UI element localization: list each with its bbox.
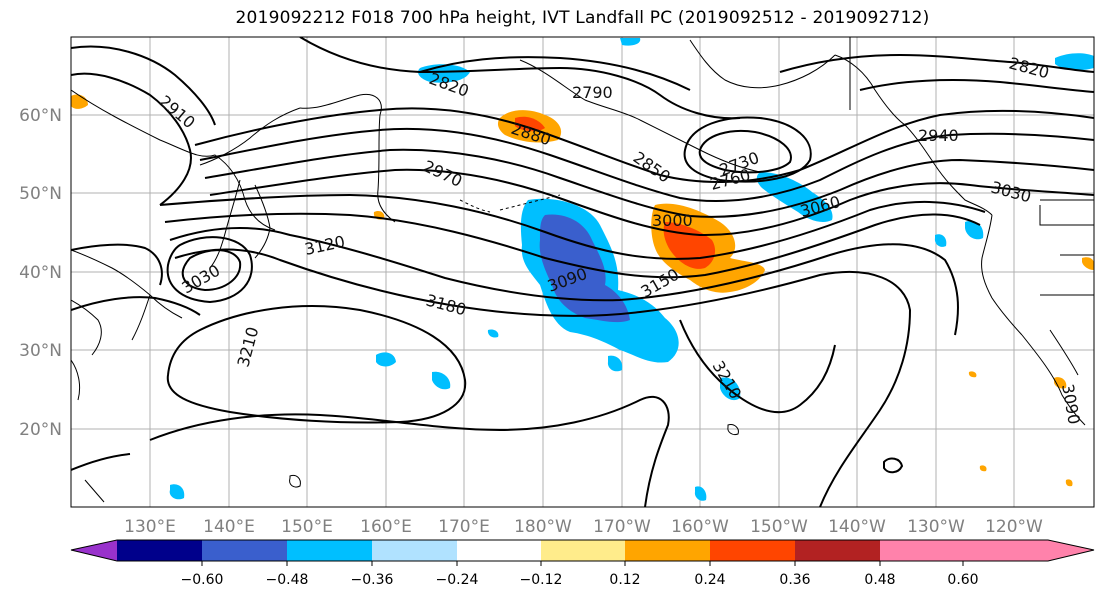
lat-label: 50°N	[19, 184, 62, 204]
colorbar-tick-label: −0.36	[351, 572, 394, 588]
colorbar-outline	[70, 539, 1095, 562]
lon-label: 140°W	[828, 517, 886, 537]
gridlines	[71, 37, 1094, 507]
colorbar-tick-label: −0.48	[266, 572, 309, 588]
colorbar-extend-low	[71, 540, 117, 561]
colorbar-tick-label: −0.12	[520, 572, 563, 588]
colorbar-segment	[795, 540, 880, 561]
lon-label: 150°E	[281, 517, 333, 537]
map-frame	[70, 36, 1095, 508]
lon-label: 130°E	[124, 517, 176, 537]
contour-label: 2940	[918, 126, 959, 145]
coastlines	[71, 37, 1094, 503]
colorbar-segment	[625, 540, 710, 561]
colorbar-segment	[117, 540, 202, 561]
lon-label: 130°W	[907, 517, 965, 537]
colorbar-tick-label: −0.60	[181, 572, 224, 588]
colorbar-tick-label: 0.24	[694, 572, 725, 588]
lon-label: 160°W	[671, 517, 729, 537]
lon-label: 150°W	[750, 517, 808, 537]
colorbar: −0.60 −0.48 −0.36 −0.24 −0.12 0.12 0.24 …	[70, 539, 1095, 588]
latitude-labels: 60°N 50°N 40°N 30°N 20°N	[19, 106, 62, 440]
colorbar-segment	[372, 540, 457, 561]
lon-label: 180°W	[514, 517, 572, 537]
lat-label: 60°N	[19, 106, 62, 126]
lat-label: 30°N	[19, 341, 62, 361]
longitude-labels: 130°E 140°E 150°E 160°E 170°E 180°W 170°…	[124, 517, 1043, 537]
colorbar-segment	[880, 540, 963, 561]
lat-label: 20°N	[19, 420, 62, 440]
colorbar-tick-label: 0.60	[947, 572, 978, 588]
lat-label: 40°N	[19, 263, 62, 283]
contour-label: 3000	[652, 211, 693, 230]
colorbar-tick-label: 0.36	[779, 572, 810, 588]
lon-label: 160°E	[360, 517, 412, 537]
lon-label: 170°W	[593, 517, 651, 537]
height-contours	[71, 37, 1094, 507]
colorbar-tick-label: −0.24	[436, 572, 479, 588]
ivt-positive-shading	[71, 94, 1094, 487]
colorbar-segment	[202, 540, 287, 561]
colorbar-ticks	[201, 561, 964, 566]
colorbar-tick-label: 0.48	[864, 572, 895, 588]
colorbar-tick-label: 0.12	[609, 572, 640, 588]
colorbar-extend-high	[963, 540, 1094, 561]
lon-label: 170°E	[438, 517, 490, 537]
contour-label: 2790	[572, 83, 613, 102]
map-title: 2019092212 F018 700 hPa height, IVT Land…	[235, 8, 930, 28]
colorbar-segment	[287, 540, 372, 561]
lon-label: 120°W	[985, 517, 1043, 537]
colorbar-segment	[541, 540, 625, 561]
lon-label: 140°E	[203, 517, 255, 537]
colorbar-segment	[710, 540, 795, 561]
colorbar-segment	[457, 540, 541, 561]
